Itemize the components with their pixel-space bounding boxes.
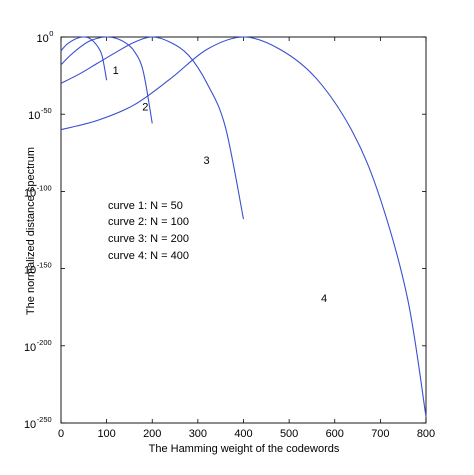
series-label-2: 2 <box>142 101 148 113</box>
series-line-2 <box>60 36 153 124</box>
x-tick-label: 300 <box>189 428 207 440</box>
legend-entry-2: curve 2: N = 100 <box>108 216 189 228</box>
series-label-1: 1 <box>113 65 119 77</box>
series-label-4: 4 <box>321 293 327 305</box>
legend-entry-3: curve 3: N = 200 <box>108 233 189 245</box>
series-line-1 <box>60 36 108 81</box>
y-tick-label: 10 <box>24 342 36 354</box>
x-tick-label: 200 <box>143 428 161 440</box>
legend: curve 1: N = 50 curve 2: N = 100 curve 3… <box>108 200 189 262</box>
x-tick-label: 700 <box>371 428 389 440</box>
y-tick-exponent: -100 <box>37 183 52 192</box>
plot-area <box>60 36 427 424</box>
x-axis: 0 100 200 300 400 500 600 700 800 <box>58 37 435 440</box>
x-tick-label: 800 <box>417 428 435 440</box>
y-tick-exponent: 0 <box>49 29 53 38</box>
series-line-3 <box>60 36 245 220</box>
y-tick-label: 10 <box>24 419 36 431</box>
x-tick-label: 100 <box>97 428 115 440</box>
y-tick-exponent: -50 <box>41 106 52 115</box>
y-axis-title: The normalized distance spectrum <box>25 147 37 315</box>
y-tick-exponent: -200 <box>37 338 52 347</box>
x-tick-label: 500 <box>280 428 298 440</box>
y-tick-exponent: -150 <box>37 261 52 270</box>
x-axis-title: The Hamming weight of the codewords <box>149 443 340 455</box>
y-tick-label: 10 <box>24 187 36 199</box>
x-tick-label: 0 <box>58 428 64 440</box>
plot-frame <box>60 36 427 424</box>
y-tick-exponent: -250 <box>37 415 52 424</box>
series-lines <box>60 36 427 417</box>
series-line-4 <box>60 36 427 417</box>
y-tick-label: 10 <box>24 265 36 277</box>
legend-entry-1: curve 1: N = 50 <box>108 200 183 212</box>
y-tick-label: 10 <box>37 33 49 45</box>
legend-entry-4: curve 4: N = 400 <box>108 250 189 262</box>
x-tick-label: 400 <box>234 428 252 440</box>
x-tick-label: 600 <box>326 428 344 440</box>
series-labels: 1 2 3 4 <box>113 65 328 305</box>
y-tick-label: 10 <box>28 110 40 122</box>
series-label-3: 3 <box>204 155 210 167</box>
